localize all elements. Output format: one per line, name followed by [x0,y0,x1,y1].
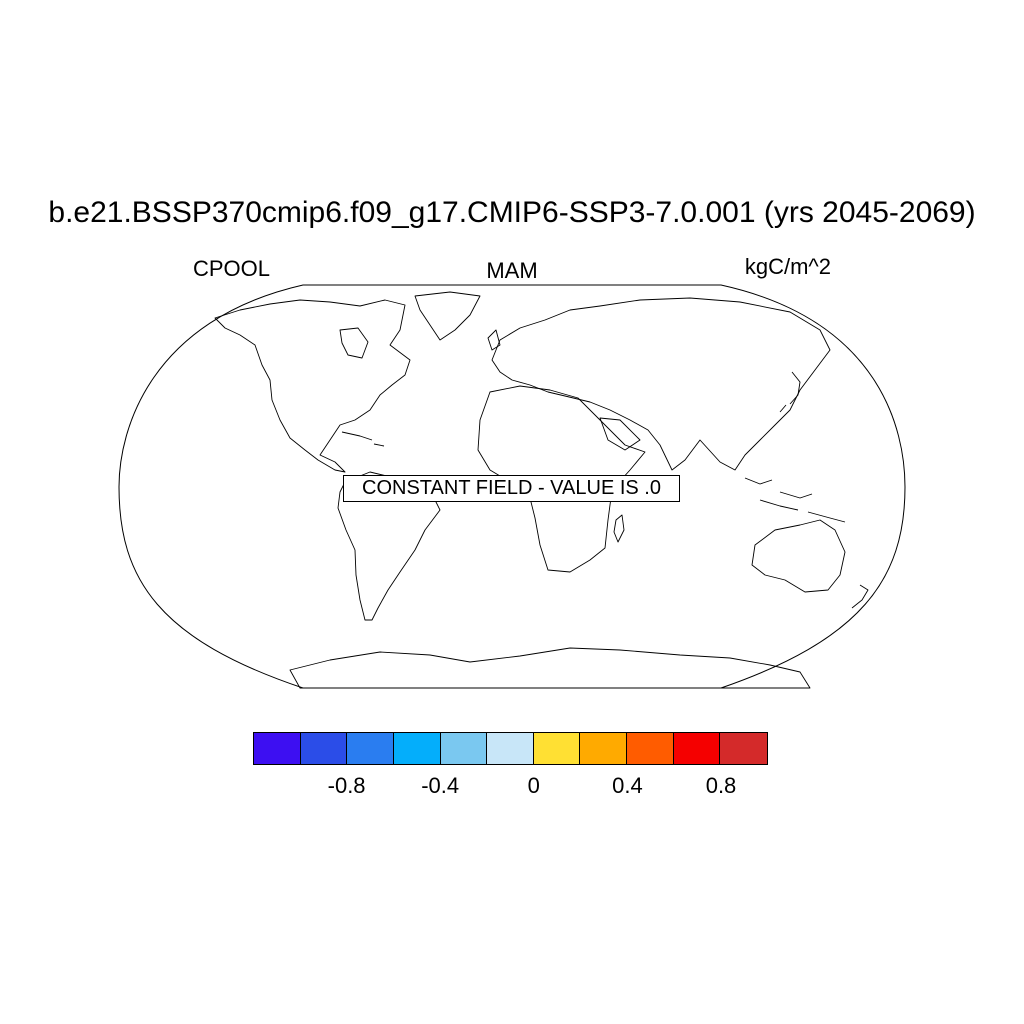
colorbar-tick-label: -0.8 [327,773,366,798]
constant-field-message: CONSTANT FIELD - VALUE IS .0 [343,475,680,502]
colorbar-swatch [440,733,488,764]
plot-title: b.e21.BSSP370cmip6.f09_g17.CMIP6-SSP3-7.… [48,196,976,229]
colorbar-swatch [393,733,441,764]
colorbar-swatch [300,733,348,764]
season-label: MAM [486,258,538,283]
japan-islands [779,371,801,413]
coastlines [214,291,869,689]
new-zealand [851,584,869,609]
eurasia-coastline [491,297,831,471]
greenland-coastline [414,291,481,341]
colorbar-swatch [347,733,394,764]
colorbar-swatch [673,733,721,764]
north-america-coastline [214,299,411,473]
arabian-peninsula [599,417,641,451]
colorbar-swatch [580,733,627,764]
colorbar-swatch [720,733,767,764]
colorbar-swatch [487,733,534,764]
southeast-asia-islands [744,477,846,523]
colorbar-tick-label: 0.4 [612,773,643,798]
caribbean-islands [341,431,385,447]
colorbar-swatch [254,733,301,764]
madagascar [613,514,625,543]
units-label: kgC/m^2 [744,254,831,279]
variable-label: CPOOL [193,256,271,281]
australia-coastline [751,519,846,593]
antarctica-coastline [289,647,811,689]
colorbar-swatch [533,733,581,764]
colorbar-swatch [627,733,674,764]
colorbar-tick-label: -0.4 [421,773,460,798]
colorbar-tick-label: 0.8 [705,773,737,798]
hudson-bay [339,327,369,359]
colorbar-tick-label: 0 [527,773,540,798]
british-isles [487,329,501,351]
colorbar [253,732,768,765]
